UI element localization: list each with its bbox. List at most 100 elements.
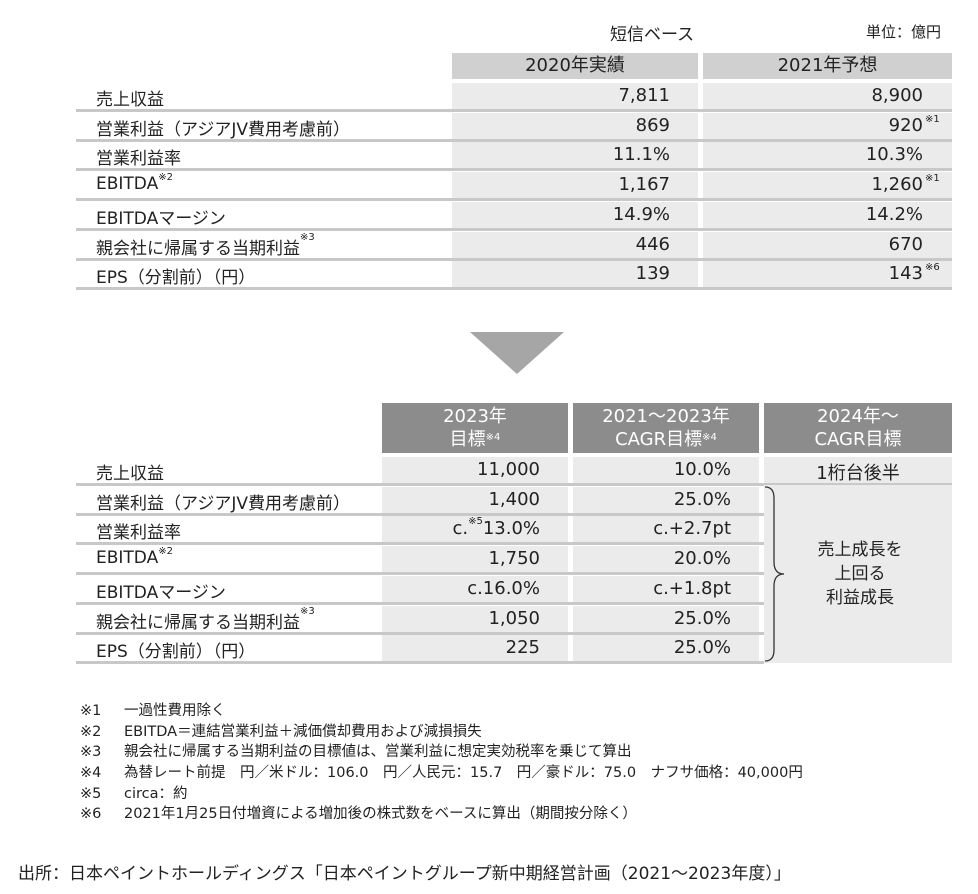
col3-bracket-cell (764, 485, 952, 663)
bottom-row-value-2023: 1,400 (488, 488, 540, 510)
bottom-row-label: 売上収益 (96, 464, 164, 484)
top-cell-bg (703, 201, 952, 228)
top-table: 短信ベース 単位：億円 2020年実績 2021年予想 売上収益 7,811 8… (0, 0, 978, 300)
top-row-value-2021: 920 ※1 (888, 113, 940, 136)
bottom-cell-bg (573, 486, 759, 513)
bottom-row-value-cagr: c.+2.7pt (653, 518, 731, 540)
top-cell-bg (452, 112, 698, 139)
top-header-2020: 2020年実績 (452, 53, 698, 79)
top-row-value-2020: 7,811 (618, 85, 670, 106)
top-row-divider (76, 227, 952, 231)
top-cell-bg (703, 261, 952, 288)
col3-bracket-text: 売上成長を 上回る 利益成長 (817, 540, 903, 608)
footnote-item: ※5 circa：約 (80, 785, 188, 802)
basis-label: 短信ベース (610, 25, 695, 45)
bottom-cell-bg (573, 457, 759, 483)
top-row-value-2020: 11.1% (612, 144, 670, 166)
bottom-row-value-2023: c.※513.0% (452, 516, 540, 540)
top-row-value-2021: 10.3% (865, 144, 923, 166)
top-cell-bg (703, 112, 952, 139)
top-row-divider (76, 287, 952, 291)
bottom-row-value-cagr: 25.0% (673, 607, 731, 629)
bottom-row-value-cagr: 25.0% (673, 488, 731, 510)
source-line: 出所：日本ペイントホールディングス「日本ペイントグループ新中期経営計画（2021… (18, 864, 791, 884)
footnote-item: ※4 為替レート前提 円／米ドル：106.0 円／人民元：15.7 円／豪ドル：7… (80, 765, 803, 782)
bottom-cell-bg (573, 605, 759, 632)
top-row-value-2020: 14.9% (612, 203, 670, 225)
top-row-value-2021: 8,900 (871, 85, 923, 106)
bottom-cell-bg (382, 605, 568, 632)
top-row-value-2021: 670 (888, 233, 923, 255)
bottom-cell-bg (382, 575, 568, 602)
top-row-label: 売上収益 (96, 90, 164, 110)
top-row-label: EBITDA※2 (96, 172, 173, 195)
bottom-cell-bg (573, 516, 759, 543)
top-cell-bg (703, 83, 952, 109)
top-row-value-2021: 14.2% (865, 203, 923, 225)
bottom-cell-bg (573, 635, 759, 662)
bottom-row-divider (76, 601, 764, 605)
footnote-item: ※6 2021年1月25日付増資による増加後の株式数をベースに算出（期間按分除く） (80, 806, 637, 823)
top-row-value-2021: 1,260 ※1 (871, 173, 940, 196)
footnote-item: ※1 一過性費用除く (80, 703, 226, 719)
bottom-row-value-cagr: 25.0% (673, 637, 731, 659)
bottom-cell-bg (573, 575, 759, 602)
bottom-header-cagr-2024: 2024年～ CAGR目標 (764, 403, 952, 453)
top-row-divider (76, 198, 952, 202)
down-arrow-icon (470, 332, 564, 374)
top-row-label: EBITDAマージン (96, 208, 226, 229)
col3-first-cell (764, 457, 952, 483)
bottom-row-divider (76, 542, 764, 546)
bottom-cell-bg (382, 635, 568, 662)
bottom-row-label: 親会社に帰属する当期利益※3 (96, 605, 315, 633)
bottom-row-label: EBITDA※2 (96, 546, 173, 569)
top-cell-bg (452, 261, 698, 288)
bottom-cell-bg (382, 486, 568, 513)
top-row-divider (76, 109, 952, 112)
bottom-row-value-cagr: 20.0% (673, 548, 731, 570)
top-header-2021: 2021年予想 (703, 53, 952, 79)
bottom-header-2023-target: 2023年 目標※4 (382, 403, 568, 453)
top-row-label: 営業利益（アジアJV費用考慮前） (96, 119, 350, 140)
top-cell-bg (452, 201, 698, 228)
top-cell-bg (703, 142, 952, 169)
bottom-header-cagr-2021-2023: 2021～2023年 CAGR目標※4 (573, 403, 759, 453)
bottom-cell-bg (382, 516, 568, 543)
top-row-label: 親会社に帰属する当期利益※3 (96, 231, 315, 259)
footnote-item: ※3 親会社に帰属する当期利益の目標値は、営業利益に想定実効税率を乗じて算出 (80, 744, 632, 761)
bottom-row-label: EBITDAマージン (96, 582, 226, 603)
top-row-divider (76, 138, 952, 142)
bottom-row-value-2023: 225 (505, 637, 540, 659)
bottom-row-divider (76, 483, 952, 486)
top-row-value-2020: 446 (635, 233, 670, 255)
top-cell-bg (452, 83, 698, 109)
unit-label: 単位：億円 (866, 23, 942, 41)
bottom-row-value-2023: 1,750 (488, 548, 540, 570)
bottom-row-value-2023: c.16.0% (467, 577, 540, 599)
bottom-cell-bg (382, 546, 568, 573)
bottom-row-divider (76, 512, 764, 516)
top-row-value-2020: 1,167 (618, 174, 670, 196)
top-cell-bg (703, 172, 952, 199)
bottom-cell-bg (573, 546, 759, 573)
bottom-row-value-2023: 11,000 (477, 459, 540, 480)
bottom-row-label: 営業利益率 (96, 523, 181, 544)
top-cell-bg (452, 142, 698, 169)
col3-first-value: 1桁台後半 (816, 463, 900, 484)
top-row-divider (76, 257, 952, 261)
top-row-value-2021: 143 ※6 (888, 262, 940, 285)
top-cell-bg (452, 172, 698, 199)
footnote-item: ※2 EBITDA＝連結営業利益＋減価償却費用および減損損失 (80, 723, 482, 740)
bottom-row-divider (76, 572, 764, 576)
bottom-row-value-2023: 1,050 (488, 607, 540, 629)
bottom-row-label: EPS（分割前）（円） (96, 642, 256, 663)
bottom-row-divider (76, 661, 764, 665)
bottom-row-divider (76, 631, 764, 635)
brace-icon (764, 486, 785, 662)
top-row-value-2020: 869 (635, 114, 670, 136)
bottom-row-value-cagr: c.+1.8pt (653, 577, 731, 599)
footnotes: ※1 一過性費用除く ※2 EBITDA＝連結営業利益＋減価償却費用および減損損失 … (80, 699, 803, 823)
bottom-row-value-cagr: 10.0% (673, 459, 731, 480)
top-cell-bg (703, 231, 952, 258)
top-row-divider (76, 168, 952, 172)
